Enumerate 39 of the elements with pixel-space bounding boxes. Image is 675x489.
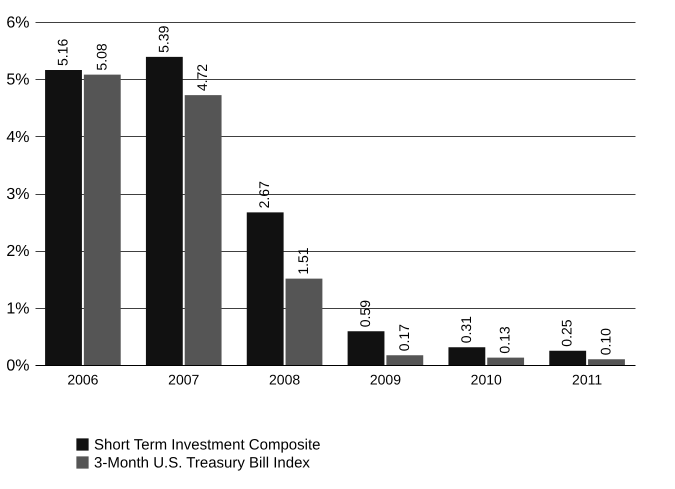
data-label: 0.31 xyxy=(458,316,474,344)
y-tick-label: 3% xyxy=(6,186,30,203)
bar xyxy=(348,331,384,365)
y-tick-label: 2% xyxy=(6,243,30,260)
x-tick-label: 2006 xyxy=(67,372,99,388)
bar xyxy=(487,358,524,365)
x-tick-label: 2008 xyxy=(269,372,300,388)
y-tick-label: 1% xyxy=(6,300,30,318)
x-tick-label: 2010 xyxy=(470,372,502,388)
data-label: 0.25 xyxy=(558,319,575,347)
data-label: 0.13 xyxy=(496,326,513,354)
bar xyxy=(45,70,82,365)
data-label: 5.16 xyxy=(54,38,71,66)
data-label: 5.39 xyxy=(155,25,172,53)
bar xyxy=(84,74,121,365)
data-label: 5.08 xyxy=(93,43,110,71)
data-label: 0.17 xyxy=(396,324,412,352)
y-tick-label: 4% xyxy=(6,128,30,146)
bar xyxy=(448,347,486,365)
y-tick-label: 5% xyxy=(6,72,30,89)
y-tick-label: 0% xyxy=(6,358,30,374)
bar xyxy=(386,355,424,365)
x-tick-label: 2009 xyxy=(370,372,402,388)
x-tick-label: 2011 xyxy=(572,372,602,388)
bar xyxy=(146,56,183,365)
bar xyxy=(184,95,222,365)
y-tick-label: 6% xyxy=(6,14,30,32)
bar xyxy=(549,350,586,365)
bar xyxy=(286,278,322,365)
data-label: 0.10 xyxy=(597,328,614,356)
data-label: 4.72 xyxy=(194,64,210,92)
legend-label: Short Term Investment Composite xyxy=(94,436,320,454)
data-label: 2.67 xyxy=(256,180,272,208)
bar xyxy=(588,359,625,365)
data-label: 1.51 xyxy=(294,247,311,275)
legend-label: 3-Month U.S. Treasury Bill Index xyxy=(94,454,310,472)
x-tick-label: 2007 xyxy=(168,372,200,388)
data-label: 0.59 xyxy=(357,300,374,328)
bar xyxy=(246,212,284,365)
